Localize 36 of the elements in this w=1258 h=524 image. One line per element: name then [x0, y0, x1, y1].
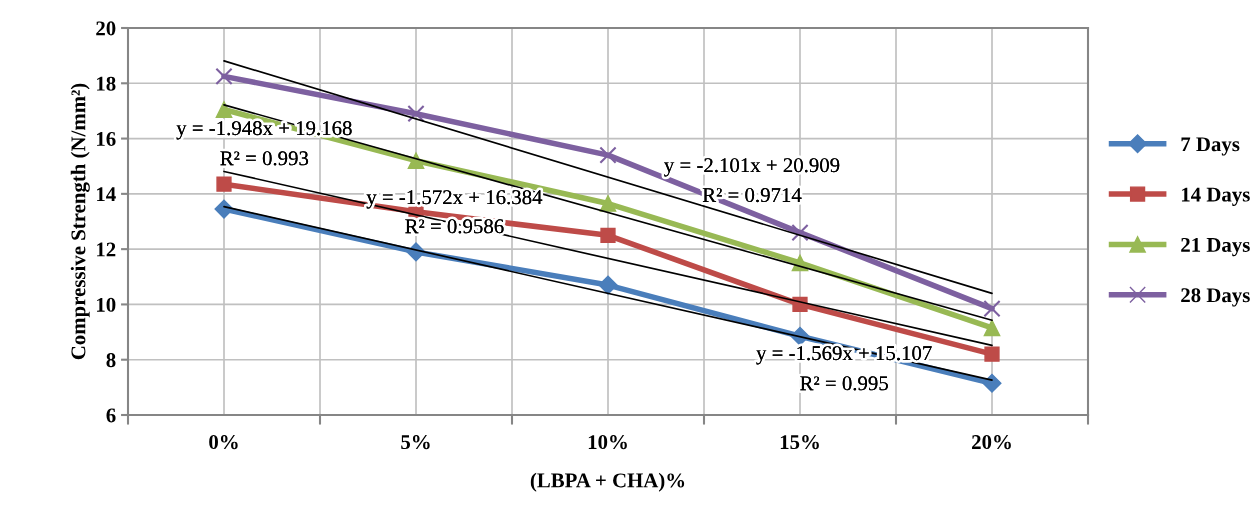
legend-label: 21 Days — [1181, 237, 1250, 257]
y-tick-label: 6 — [106, 408, 116, 423]
x-tick-label: 0% — [209, 435, 238, 450]
y-tick-label: 20 — [96, 21, 116, 36]
y-tick-label: 18 — [97, 76, 116, 91]
legend-label: 7 Days — [1181, 137, 1240, 156]
legend-label: 28 Days — [1181, 288, 1250, 307]
x-tick-label: 5% — [401, 435, 430, 450]
point — [791, 223, 809, 242]
point — [983, 299, 1001, 318]
y-tick-label: 12 — [97, 242, 116, 257]
point — [407, 152, 425, 170]
x-axis-title: (LBPA + CHA)% — [530, 472, 685, 492]
y-tick-label: 16 — [97, 132, 116, 146]
y-axis-title: Compressive Strength (N/mm²) — [70, 83, 90, 360]
y-tick-label: 14 — [97, 187, 116, 202]
point — [216, 176, 232, 192]
x-tick-label: 15% — [780, 435, 819, 450]
point — [215, 101, 233, 118]
legend-label: 14 Days — [1181, 187, 1250, 206]
point — [600, 227, 616, 243]
point — [982, 373, 1002, 393]
y-tick-label: 10 — [97, 297, 116, 312]
point — [598, 275, 618, 295]
point — [407, 105, 425, 123]
point — [215, 67, 233, 86]
point — [599, 195, 617, 212]
annotation: R² = 0.993 — [220, 151, 309, 166]
point — [599, 146, 617, 164]
annotation: y = -2.101x + 20.909 — [664, 158, 840, 177]
x-tick-label: 10% — [588, 435, 627, 450]
y-tick-label: 8 — [106, 353, 116, 368]
point — [983, 319, 1001, 337]
point — [984, 346, 1000, 362]
annotation: R² = 0.995 — [800, 376, 888, 391]
x-tick-label: 20% — [972, 435, 1011, 450]
